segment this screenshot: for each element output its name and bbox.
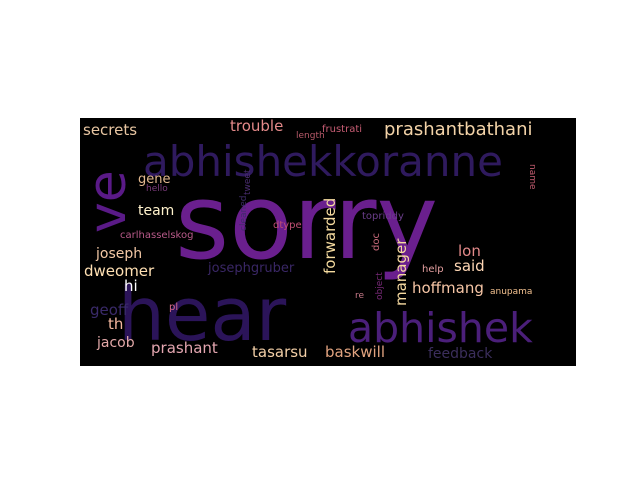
word-tasarsu: tasarsu <box>252 343 308 361</box>
word-geoff: geoff <box>90 301 129 319</box>
word-hoffmang: hoffmang <box>412 279 484 297</box>
word-joseph: joseph <box>96 246 143 262</box>
word-doc: doc <box>371 233 382 251</box>
word-hello: hello <box>146 184 168 194</box>
word-length: length <box>296 131 325 141</box>
word-help: help <box>422 264 444 275</box>
word-tweet: tweet <box>243 169 253 196</box>
word-sorry: sorry <box>175 161 439 283</box>
word-dtype: dtype <box>273 220 302 231</box>
word-cloud: sorry hear abhishekkoranne abhishek ve p… <box>80 118 576 366</box>
word-josephgruber: josephgruber <box>208 261 295 276</box>
word-prashant: prashant <box>151 339 218 357</box>
word-feedback: feedback <box>428 346 493 362</box>
word-re: re <box>355 291 365 301</box>
word-baskwill: baskwill <box>325 343 385 361</box>
word-manager: manager <box>392 238 410 306</box>
word-topriddy: topriddy <box>362 211 404 222</box>
word-secrets: secrets <box>83 121 138 139</box>
word-dweomer: dweomer <box>84 262 155 280</box>
word-frustrati: frustrati <box>322 124 363 135</box>
word-abhishekkoranne: abhishekkoranne <box>143 137 503 186</box>
word-name: name <box>527 164 537 190</box>
word-th: th <box>108 315 124 333</box>
word-hear: hear <box>118 272 287 358</box>
word-team: team <box>138 203 175 219</box>
word-prashantbathani: prashantbathani <box>384 119 533 140</box>
word-cleaned: cleaned <box>239 195 249 231</box>
word-object: object <box>375 272 385 300</box>
word-pl: pl <box>169 302 179 313</box>
word-hi: hi <box>124 277 138 295</box>
word-forwarded: forwarded <box>321 197 339 274</box>
word-carlhasselskog: carlhasselskog <box>120 230 194 241</box>
word-said: said <box>454 257 485 275</box>
word-abhishek: abhishek <box>348 304 533 352</box>
word-ve: ve <box>80 170 138 233</box>
word-trouble: trouble <box>230 118 284 135</box>
word-lon: lon <box>458 242 481 260</box>
word-anupama: anupama <box>490 287 533 297</box>
word-jacob: jacob <box>97 335 135 351</box>
word-gene: gene <box>138 172 171 187</box>
